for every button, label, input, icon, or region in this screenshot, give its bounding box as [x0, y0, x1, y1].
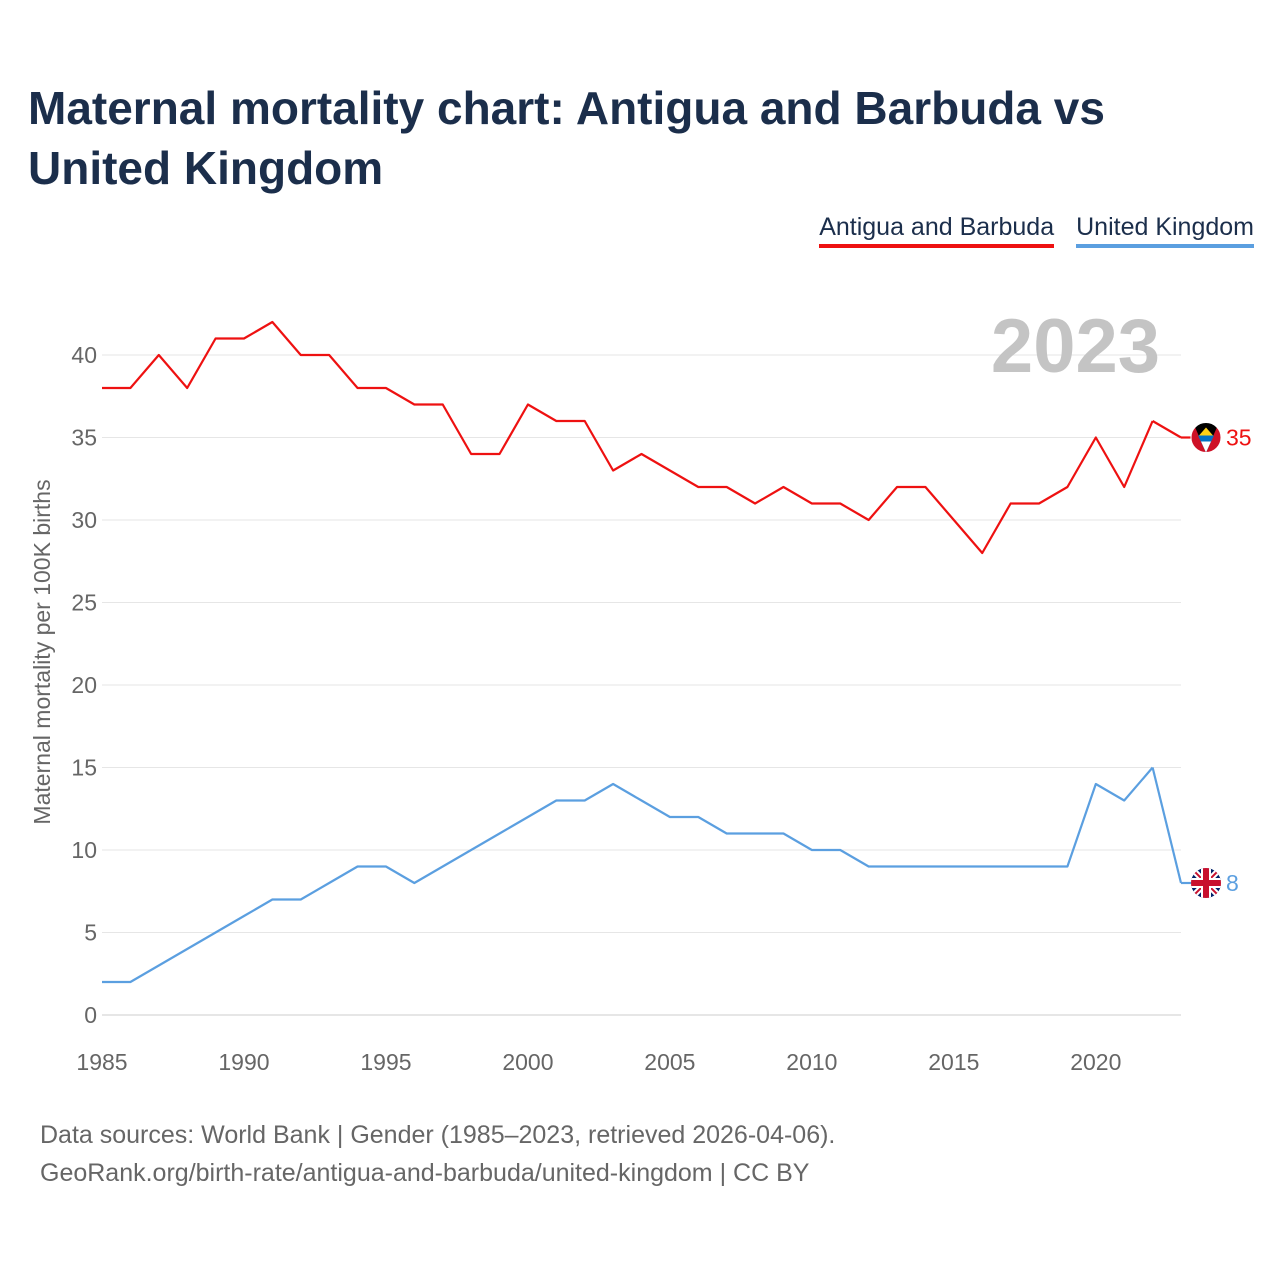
y-tick-label: 10 — [71, 837, 97, 863]
antigua-flag-icon — [1190, 422, 1222, 453]
y-tick-label: 25 — [71, 590, 97, 616]
y-tick-label: 15 — [71, 755, 97, 781]
end-value-label: 8 — [1226, 870, 1239, 896]
x-tick-label: 1985 — [76, 1049, 127, 1075]
x-tick-label: 1990 — [218, 1049, 269, 1075]
y-tick-label: 0 — [84, 1002, 97, 1028]
x-tick-label: 2000 — [502, 1049, 553, 1075]
chart-title: Maternal mortality chart: Antigua and Ba… — [28, 82, 1105, 194]
x-tick-label: 2015 — [928, 1049, 979, 1075]
series-line-uk — [102, 766, 1154, 984]
x-tick-label: 1995 — [360, 1049, 411, 1075]
source-note: Data sources: World Bank | Gender (1985–… — [40, 1116, 835, 1192]
legend-item-antigua[interactable]: Antigua and Barbuda — [819, 212, 1055, 248]
x-tick-label: 2010 — [786, 1049, 837, 1075]
source-line-2[interactable]: GeoRank.org/birth-rate/antigua-and-barbu… — [40, 1159, 810, 1187]
end-value-label: 35 — [1226, 425, 1252, 451]
series-segment — [1152, 420, 1182, 439]
y-tick-label: 5 — [84, 920, 97, 946]
legend: Antigua and Barbuda United Kingdom — [819, 212, 1254, 248]
series-line-antigua — [102, 320, 1154, 555]
series-segment — [1151, 767, 1183, 884]
y-axis-label: Maternal mortality per 100K births — [29, 479, 55, 824]
x-tick-label: 2005 — [644, 1049, 695, 1075]
y-tick-label: 30 — [71, 507, 97, 533]
y-tick-label: 35 — [71, 425, 97, 451]
x-tick-label: 2020 — [1070, 1049, 1121, 1075]
y-tick-label: 20 — [71, 672, 97, 698]
legend-item-uk[interactable]: United Kingdom — [1076, 212, 1254, 248]
y-tick-label: 40 — [71, 342, 97, 368]
year-label: 2023 — [991, 304, 1160, 389]
uk-flag-icon — [1191, 868, 1221, 898]
source-line-1: Data sources: World Bank | Gender (1985–… — [40, 1121, 836, 1149]
